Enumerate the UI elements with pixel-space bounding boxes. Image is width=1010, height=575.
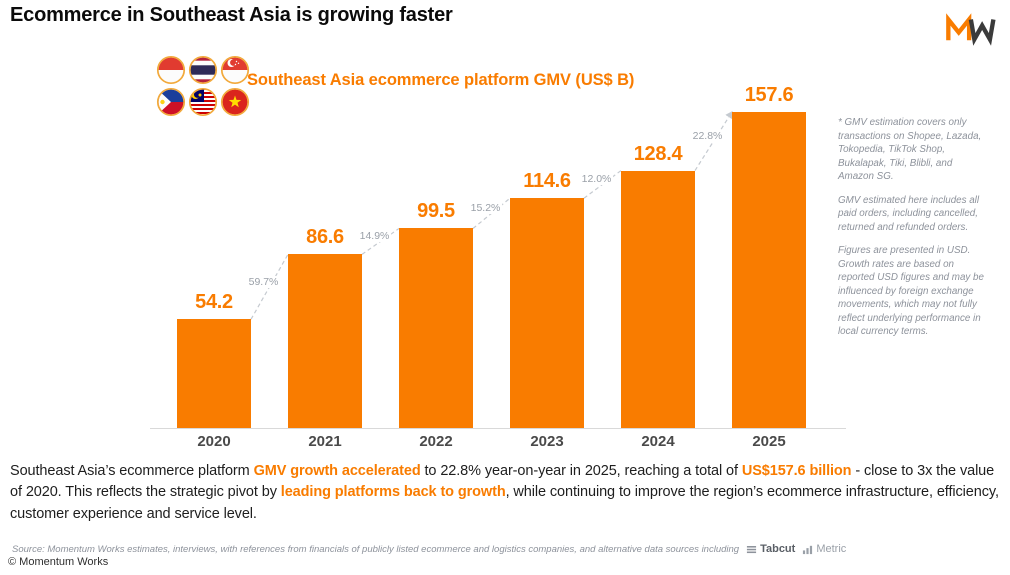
vietnam-flag-icon xyxy=(220,87,250,117)
tabcut-logo: Tabcut xyxy=(746,543,795,555)
page-title: Ecommerce in Southeast Asia is growing f… xyxy=(10,4,453,26)
summary-text: , while continuing to improve the region… xyxy=(10,484,999,522)
growth-rate-label: 15.2% xyxy=(468,202,503,215)
bar-2023 xyxy=(510,198,584,428)
bar-chart-icon xyxy=(802,544,813,555)
summary-text: to 22.8% year-on-year in 2025, reaching … xyxy=(420,463,742,479)
summary-text: Southeast Asia’s ecommerce platform xyxy=(10,463,254,479)
axis-label-2025: 2025 xyxy=(752,433,786,450)
thailand-flag-icon xyxy=(188,55,218,85)
growth-rate-label: 22.8% xyxy=(690,130,725,143)
bar-2021 xyxy=(288,254,362,428)
growth-rate-label: 12.0% xyxy=(579,173,614,186)
growth-rate-label: 59.7% xyxy=(246,275,281,288)
growth-rate-label: 14.9% xyxy=(357,230,392,243)
summary-paragraph: Southeast Asia’s ecommerce platform GMV … xyxy=(10,461,1004,525)
note-paragraph: GMV estimated here includes all paid ord… xyxy=(838,194,980,233)
summary-text: - close to 3x the value of 2020. This re… xyxy=(10,463,995,501)
metric-label: Metric xyxy=(816,543,847,555)
source-text: Source: Momentum Works estimates, interv… xyxy=(12,543,740,555)
note-paragraph: Figures are presented in USD. Growth rat… xyxy=(838,245,984,338)
bar-value-label-2020: 54.2 xyxy=(195,291,233,314)
chart-title: Southeast Asia ecommerce platform GMV (U… xyxy=(247,71,635,89)
philippines-flag-icon xyxy=(156,87,186,117)
axis-label-2023: 2023 xyxy=(530,433,564,450)
summary-highlight: GMV growth accelerated xyxy=(253,463,421,479)
summary-highlight: leading platforms back to growth xyxy=(280,484,506,501)
source-line: Source: Momentum Works estimates, interv… xyxy=(12,543,846,555)
copyright-text: © Momentum Works xyxy=(8,556,109,568)
momentum-works-mw-logo xyxy=(944,11,996,52)
bar-value-label-2025: 157.6 xyxy=(744,84,794,106)
bar-value-label-2023: 114.6 xyxy=(523,170,571,193)
bar-value-label-2022: 99.5 xyxy=(417,200,455,223)
bar-2025 xyxy=(732,112,806,428)
axis-label-2024: 2024 xyxy=(641,433,675,450)
bar-2024 xyxy=(621,170,695,428)
axis-label-2020: 2020 xyxy=(197,433,231,450)
bar-2022 xyxy=(399,228,473,428)
note-paragraph: * GMV estimation covers only transaction… xyxy=(838,117,982,183)
bar-2020 xyxy=(177,319,251,428)
bar-value-label-2024: 128.4 xyxy=(633,142,683,165)
bar-value-label-2021: 86.6 xyxy=(306,226,344,249)
x-axis-baseline xyxy=(150,428,846,429)
metric-logo: Metric xyxy=(802,543,846,555)
methodology-notes: * GMV estimation covers only transaction… xyxy=(838,116,990,349)
sea-flags-group xyxy=(156,55,250,117)
axis-label-2022: 2022 xyxy=(419,433,453,450)
summary-highlight: US$157.6 billion xyxy=(741,463,852,479)
malaysia-flag-icon xyxy=(188,87,218,117)
indonesia-flag-icon xyxy=(156,55,186,85)
singapore-flag-icon xyxy=(220,55,250,85)
tabcut-label: Tabcut xyxy=(760,543,796,555)
axis-label-2021: 2021 xyxy=(308,433,342,450)
list-lines-icon xyxy=(746,544,757,555)
